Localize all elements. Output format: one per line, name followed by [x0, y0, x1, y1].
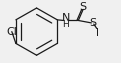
- Text: S: S: [79, 2, 86, 12]
- Text: N: N: [61, 13, 70, 23]
- Text: S: S: [90, 18, 97, 28]
- Text: Cl: Cl: [6, 27, 17, 37]
- Text: I: I: [96, 28, 99, 38]
- Text: H: H: [62, 20, 69, 29]
